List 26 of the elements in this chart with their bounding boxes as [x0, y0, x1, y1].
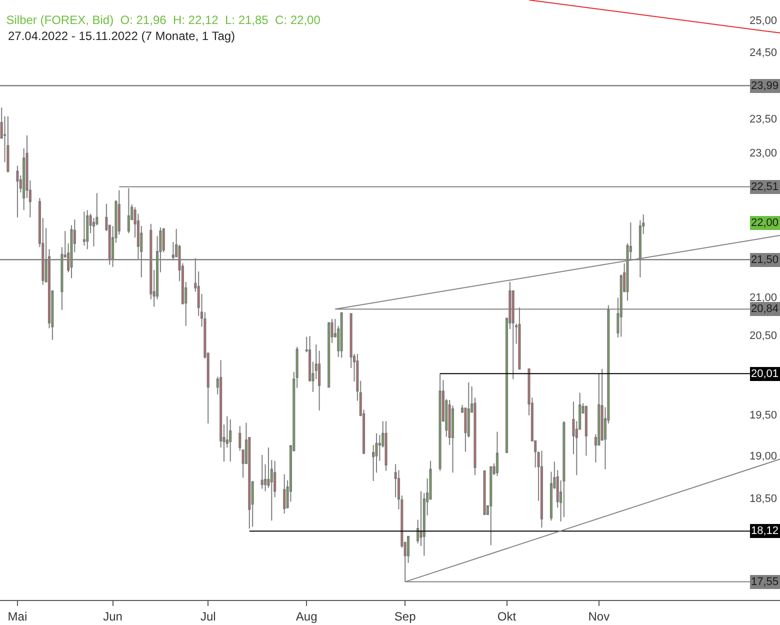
y-tick-label: 23,00 — [749, 147, 777, 160]
text: 27.04.2022 - 15.11.2022 (7 Monate, 1 Tag) — [8, 29, 236, 43]
x-tick-label: Jul — [200, 609, 216, 624]
ref-line-label: 21,50 — [751, 254, 779, 266]
series-label: 17,55 — [751, 576, 779, 588]
text: Silber (FOREX, Bid) O: 21,96 H: 22,12 L: 21,85 C: 22,00 — [6, 13, 321, 28]
x-tick-label: Nov — [588, 609, 610, 624]
y-tick-label: 23,50 — [749, 113, 777, 126]
y-tick-label: 21,00 — [749, 292, 777, 304]
y-tick-label: 19,00 — [749, 450, 777, 463]
y-tick-label: 18,50 — [749, 492, 777, 505]
x-tick-label: Mai — [8, 609, 28, 624]
y-tick-label: 25,00 — [749, 15, 777, 28]
series-label: 20,84 — [751, 303, 779, 315]
x-tick-label: Sep — [394, 609, 416, 624]
annotation: 22,00 — [751, 217, 779, 229]
series-label: 22,51 — [751, 181, 779, 193]
series-label: 18,12 — [751, 525, 779, 537]
x-tick-label: Okt — [497, 609, 517, 624]
y-tick-label: 19,50 — [749, 409, 777, 422]
series-label: 20,01 — [751, 368, 779, 380]
y-tick-label: 24,50 — [749, 47, 777, 60]
x-tick-label: Aug — [296, 609, 318, 624]
ref-line-label: 23,99 — [751, 80, 779, 92]
y-tick-label: 20,50 — [749, 330, 777, 342]
x-tick-label: Jun — [103, 609, 122, 624]
